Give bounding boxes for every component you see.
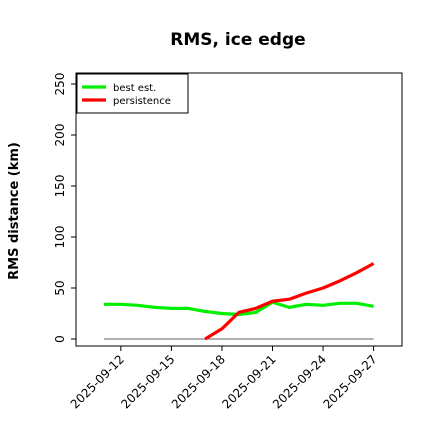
x-tick-label: 2025-09-27 (321, 352, 380, 411)
y-axis: 0 50 100 150 200 250 (53, 73, 76, 343)
y-tick-label: 150 (53, 175, 67, 198)
y-tick-label: 50 (53, 280, 67, 295)
x-axis: 2025-09-122025-09-152025-09-182025-09-21… (68, 346, 380, 411)
legend-box (76, 73, 189, 114)
legend: best est. persistence (76, 73, 189, 114)
series-line-persistence (204, 262, 375, 341)
y-tick-label: 100 (53, 226, 67, 249)
plot-area (104, 262, 375, 341)
y-tick-label: 250 (53, 73, 67, 96)
plot-frame (75, 72, 403, 347)
chart-title: RMS, ice edge (170, 30, 305, 50)
y-tick-label: 0 (53, 335, 67, 343)
y-tick-label: 200 (53, 124, 67, 147)
legend-label: persistence (113, 96, 171, 107)
y-axis-label: RMS distance (km) (7, 142, 22, 280)
legend-label: best est. (113, 83, 156, 94)
